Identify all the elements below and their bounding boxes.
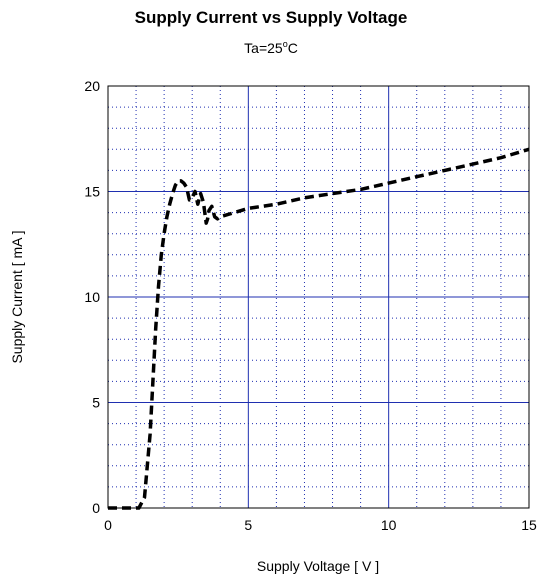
x-tick-label: 0: [104, 517, 112, 533]
chart-subtitle: Ta=25oC: [0, 39, 542, 56]
subtitle-degree-mark: o: [282, 39, 288, 49]
x-tick-label: 15: [521, 517, 537, 533]
subtitle-prefix: Ta=25: [244, 40, 283, 56]
series-line-1: [108, 147, 530, 510]
major-grid: [108, 86, 529, 508]
y-tick-label: 15: [84, 184, 100, 200]
x-axis-label: Supply Voltage [ V ]: [257, 558, 379, 574]
series-layer: [108, 147, 530, 510]
x-tick-label: 5: [244, 517, 252, 533]
y-tick-label: 5: [92, 395, 100, 411]
y-tick-label: 10: [84, 289, 100, 305]
x-tick-label: 10: [381, 517, 397, 533]
subtitle-suffix: C: [287, 40, 298, 56]
chart-title: Supply Current vs Supply Voltage: [134, 8, 408, 27]
x-tick-labels: 0 5 10 15: [104, 517, 537, 533]
y-tick-labels: 0 5 10 15 20: [84, 78, 100, 516]
y-tick-label: 0: [92, 500, 100, 516]
plot-frame: [107, 85, 530, 509]
y-tick-label: 20: [84, 78, 100, 94]
y-axis-label: Supply Current [ mA ]: [9, 230, 25, 363]
